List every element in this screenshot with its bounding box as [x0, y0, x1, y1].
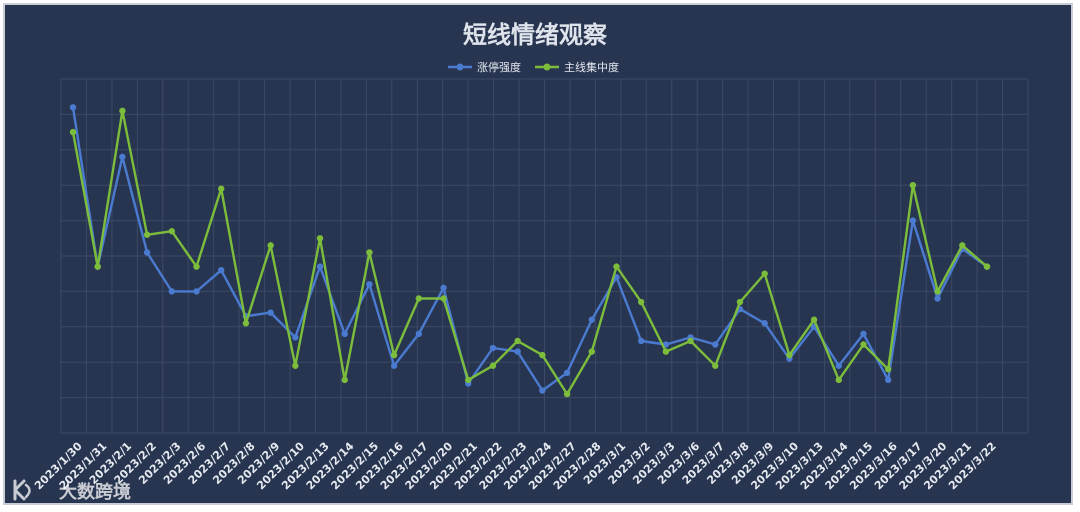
legend-item-2[interactable]: 主线集中度: [535, 60, 619, 74]
series-layer: [69, 104, 991, 398]
data-point: [884, 376, 892, 384]
data-point: [563, 390, 571, 398]
data-point: [316, 235, 324, 242]
data-point: [143, 231, 151, 238]
watermark-logo-icon: [13, 479, 31, 501]
chart-title: 短线情绪观察: [463, 21, 608, 49]
data-point: [539, 351, 546, 359]
data-point: [292, 362, 299, 369]
legend-label: 主线集中度: [564, 60, 619, 74]
data-point: [440, 295, 447, 302]
data-point: [761, 270, 768, 277]
data-point: [489, 344, 497, 352]
data-point: [94, 263, 101, 270]
data-point: [292, 334, 299, 341]
data-point: [835, 376, 842, 384]
grid: [60, 78, 1029, 434]
legend-marker-icon: [543, 63, 551, 71]
data-point: [465, 376, 472, 384]
data-point: [514, 348, 521, 355]
data-point: [588, 316, 595, 323]
data-point: [119, 107, 126, 115]
data-point: [934, 288, 941, 295]
legend: 涨停强度 主线集中度: [448, 60, 619, 74]
data-point: [341, 376, 348, 384]
data-point: [316, 263, 324, 270]
data-point: [143, 249, 151, 256]
series-1: [69, 104, 991, 394]
data-point: [390, 362, 398, 369]
data-point: [267, 242, 274, 249]
data-point: [983, 263, 991, 270]
data-point: [539, 387, 546, 394]
data-point: [736, 298, 744, 306]
data-point: [193, 263, 200, 270]
data-point: [761, 320, 768, 327]
data-point: [267, 309, 274, 316]
watermark-text: 大数跨境: [59, 481, 131, 503]
data-point: [810, 316, 818, 323]
data-point: [366, 281, 373, 288]
data-point: [637, 298, 645, 306]
data-point: [415, 295, 423, 302]
data-point: [168, 228, 176, 235]
series-line: [71, 107, 988, 392]
data-point: [909, 217, 917, 224]
data-point: [440, 284, 447, 292]
legend-marker-icon: [456, 63, 464, 71]
data-point: [860, 341, 867, 348]
data-point: [563, 369, 571, 377]
legend-label: 涨停强度: [477, 60, 521, 74]
data-point: [613, 263, 620, 270]
data-point: [69, 128, 77, 136]
data-point: [687, 337, 694, 345]
data-point: [835, 362, 842, 369]
data-point: [514, 337, 521, 345]
data-point: [341, 330, 348, 338]
data-point: [168, 288, 176, 295]
data-point: [390, 351, 398, 359]
data-point: [884, 366, 892, 373]
data-point: [119, 153, 126, 161]
data-point: [934, 295, 941, 302]
series-2: [69, 107, 991, 398]
x-axis: 2023/1/302023/1/312023/2/12023/2/22023/2…: [32, 439, 999, 492]
data-point: [860, 330, 867, 338]
watermark: 大数跨境: [13, 479, 131, 503]
data-point: [193, 288, 200, 295]
data-point: [712, 341, 719, 348]
data-point: [366, 249, 373, 256]
data-point: [959, 242, 966, 249]
data-point: [242, 320, 250, 327]
data-point: [489, 362, 497, 369]
legend-item-1[interactable]: 涨停强度: [448, 60, 521, 74]
data-point: [218, 185, 225, 192]
data-point: [909, 182, 917, 189]
line-chart: 短线情绪观察 涨停强度 主线集中度 2023/1/302023/1/312023/…: [13, 21, 1029, 503]
series-line: [71, 109, 988, 396]
data-point: [637, 337, 645, 345]
data-point: [218, 266, 225, 274]
data-point: [588, 348, 595, 355]
chart-frame: 短线情绪观察 涨停强度 主线集中度 2023/1/30 2023/1/31 2023/…: [3, 3, 1073, 505]
data-point: [69, 104, 77, 111]
data-point: [415, 330, 423, 338]
data-point: [712, 362, 719, 369]
data-point: [786, 351, 793, 359]
data-point: [662, 348, 670, 355]
